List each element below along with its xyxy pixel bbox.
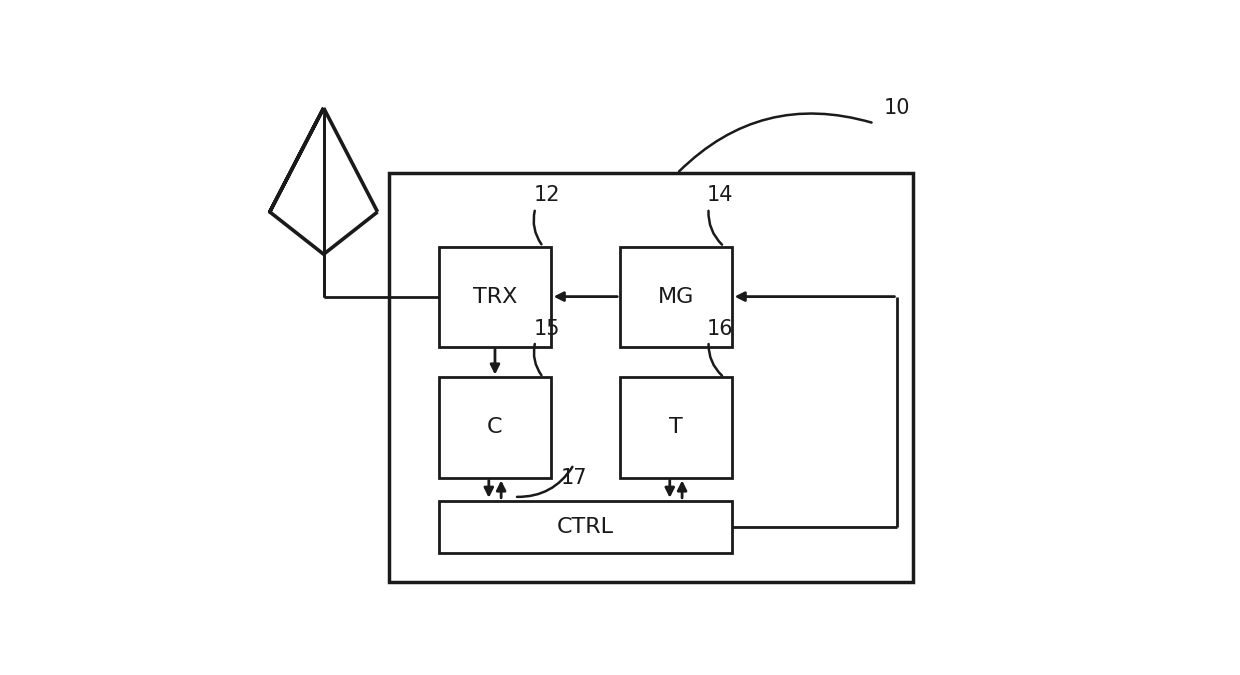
Text: 10: 10 [884,98,910,118]
Text: TRX: TRX [472,287,517,306]
Bar [620,246,732,347]
Text: MG: MG [657,287,694,306]
Text: 15: 15 [533,319,560,339]
Bar [389,173,913,581]
Bar [439,501,732,553]
Text: 16: 16 [707,319,734,339]
Text: CTRL: CTRL [557,517,614,537]
Text: C: C [487,418,502,437]
Text: T: T [670,418,683,437]
Text: 12: 12 [533,185,560,205]
Text: 14: 14 [707,185,733,205]
Bar [620,377,732,477]
Bar [439,377,551,477]
Bar [439,246,551,347]
Text: 17: 17 [560,468,588,487]
